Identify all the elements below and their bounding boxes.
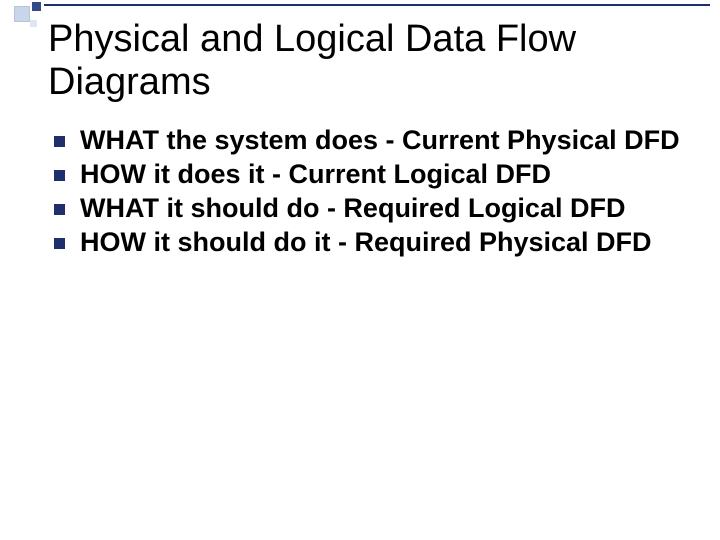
deco-square-tiny bbox=[30, 20, 37, 27]
bullet-list: WHAT the system does - Current Physical … bbox=[48, 125, 692, 258]
list-item: HOW it should do it - Required Physical … bbox=[50, 227, 692, 259]
slide-content: Physical and Logical Data Flow Diagrams … bbox=[48, 18, 692, 261]
deco-square-small-dark bbox=[32, 2, 41, 11]
list-item: WHAT the system does - Current Physical … bbox=[50, 125, 692, 157]
slide-title: Physical and Logical Data Flow Diagrams bbox=[48, 18, 692, 103]
list-item: WHAT it should do - Required Logical DFD bbox=[50, 193, 692, 225]
list-item: HOW it does it - Current Logical DFD bbox=[50, 159, 692, 191]
top-rule bbox=[44, 4, 710, 6]
deco-square-large bbox=[14, 6, 30, 22]
